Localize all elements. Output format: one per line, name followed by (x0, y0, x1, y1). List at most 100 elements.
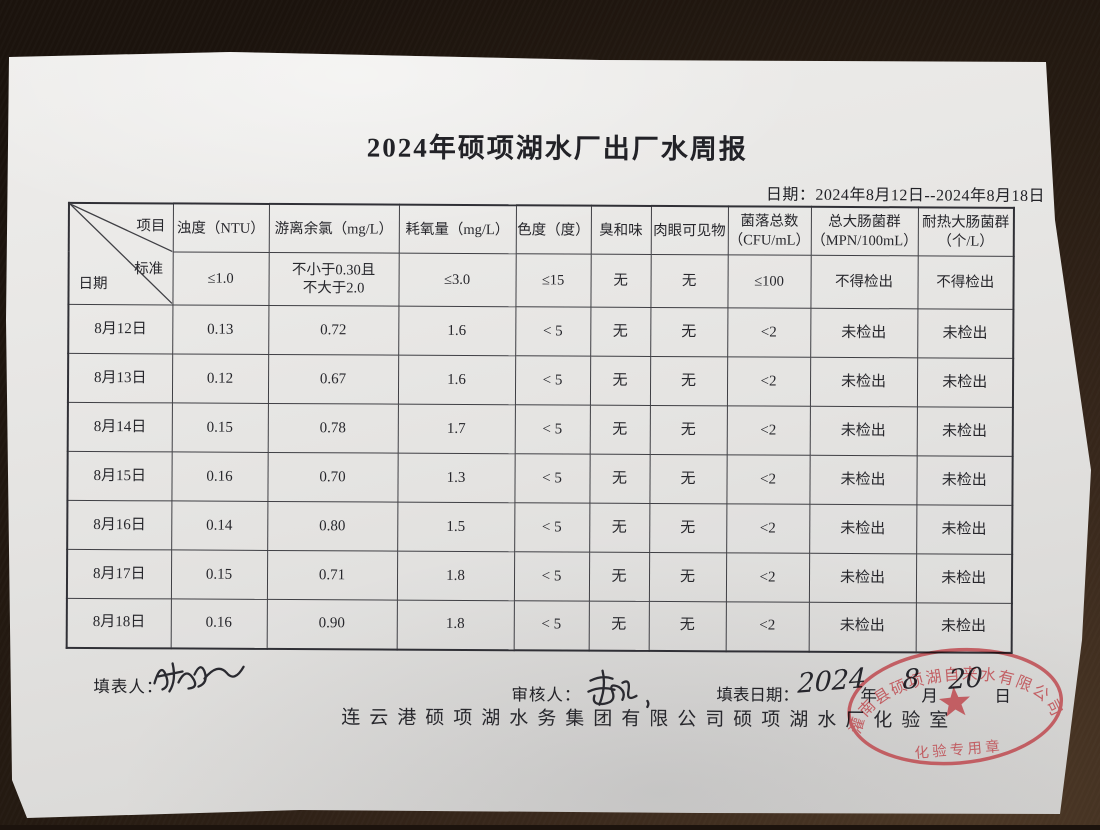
table-cell: 无 (590, 307, 650, 356)
standard-value: ≤15 (516, 271, 590, 290)
table-cell: 1.5 (397, 502, 514, 552)
table-cell: < 5 (514, 503, 589, 552)
table-cell: 无 (650, 405, 727, 454)
column-header: 浊度（NTU） (173, 203, 269, 252)
column-label: 臭和味 (591, 221, 650, 239)
table-cell: 1.6 (398, 306, 515, 356)
column-label: 耗氧量（mg/L） (399, 220, 515, 239)
table-cell: 未检出 (810, 357, 917, 407)
column-header: 菌落总数（CFU/mL） (728, 206, 811, 255)
column-header: 色度（度） (516, 205, 591, 254)
standard-value: ≤100 (728, 272, 810, 291)
standard-cell: 不小于0.30且不大于2.0 (268, 253, 398, 306)
table-cell: 未检出 (917, 407, 1013, 457)
standard-cell: ≤3.0 (398, 253, 515, 306)
table-cell: 1.7 (398, 404, 515, 454)
standard-cell: 无 (650, 255, 727, 308)
column-header: 臭和味 (591, 206, 651, 255)
column-header: 肉眼可见物 (651, 206, 728, 255)
table-row: 8月16日 0.14 0.80 1.5 < 5 无 无 <2 未检出 未检出 (67, 500, 1012, 554)
standard-cell: ≤15 (515, 254, 590, 307)
row-date: 8月15日 (67, 451, 171, 501)
table-row: 8月12日 0.13 0.72 1.6 < 5 无 无 <2 未检出 未检出 (68, 304, 1013, 358)
table-cell: 未检出 (809, 602, 916, 652)
table-cell: 未检出 (916, 456, 1012, 506)
table-cell: 未检出 (809, 504, 916, 554)
table-cell: 0.90 (267, 599, 397, 649)
table-cell: 未检出 (916, 554, 1012, 604)
standard-cell: ≤1.0 (172, 252, 268, 305)
lab-seal-stamp: 灌南县硕项湖自来水有限公司 化验专用章 (835, 633, 1075, 783)
table-cell: < 5 (515, 307, 590, 356)
column-label: 浊度（NTU） (173, 219, 268, 238)
table-cell: <2 (726, 504, 809, 553)
column-label: 色度（度） (516, 221, 590, 240)
row-date: 8月16日 (67, 500, 171, 550)
standards-row: ≤1.0 不小于0.30且不大于2.0 ≤3.0 ≤15 无 无 ≤100 不得… (68, 252, 1013, 310)
table-row: 8月14日 0.15 0.78 1.7 < 5 无 无 <2 未检出 未检出 (68, 402, 1013, 456)
table-cell: 无 (589, 503, 649, 552)
column-unit: （CFU/mL） (728, 231, 810, 250)
column-label: 游离余氯（mg/L） (269, 219, 398, 238)
table-cell: 0.15 (171, 550, 267, 600)
corner-header-cell: 项目 标准 日期 (68, 203, 173, 305)
table-cell: 0.15 (172, 403, 268, 453)
table-cell: 0.80 (267, 501, 397, 551)
standard-value: 无 (591, 272, 650, 290)
table-cell: 无 (590, 356, 650, 405)
table-cell: 0.70 (267, 452, 397, 502)
corner-date-label: 日期 (79, 275, 108, 293)
table-cell: 无 (589, 601, 649, 650)
table-cell: 0.13 (172, 305, 268, 355)
standard-cell: 不得检出 (810, 255, 917, 308)
table-cell: <2 (726, 602, 809, 651)
table-cell: 无 (589, 552, 649, 601)
table-cell: 无 (649, 601, 726, 650)
preparer-signature (147, 653, 247, 702)
table-cell: 无 (590, 405, 650, 454)
table-cell: 无 (649, 454, 726, 503)
standard-cell: 无 (590, 254, 650, 307)
standard-value: ≤3.0 (399, 271, 515, 290)
column-header: 耗氧量（mg/L） (399, 205, 516, 254)
column-label: 耐热大肠菌群 (918, 214, 1013, 233)
row-date: 8月18日 (67, 598, 171, 648)
table-row: 8月18日 0.16 0.90 1.8 < 5 无 无 <2 未检出 未检出 (67, 598, 1012, 652)
report-date-range: 日期：2024年8月12日--2024年8月18日 (700, 180, 1045, 206)
table-cell: <2 (726, 553, 809, 602)
column-label: 总大肠菌群 (811, 213, 917, 232)
table-cell: 无 (650, 356, 727, 405)
standard-value: 不得检出 (918, 273, 1013, 292)
standard-cell: ≤100 (727, 255, 810, 308)
column-label: 菌落总数 (728, 213, 810, 232)
table-cell: 无 (589, 454, 649, 503)
table-cell: 未检出 (809, 455, 916, 505)
column-header: 游离余氯（mg/L） (269, 204, 399, 253)
table-cell: < 5 (515, 356, 590, 405)
table-cell: 未检出 (917, 358, 1013, 408)
row-date: 8月13日 (68, 353, 172, 403)
table-cell: 0.16 (171, 599, 267, 649)
table-cell: < 5 (514, 552, 589, 601)
table-cell: <2 (727, 308, 810, 357)
table-cell: <2 (727, 357, 810, 406)
table-cell: 未检出 (916, 505, 1012, 555)
table-cell: 0.72 (268, 305, 398, 355)
table-cell: <2 (727, 406, 810, 455)
table-cell: < 5 (514, 454, 589, 503)
standard-cell: 不得检出 (917, 256, 1013, 309)
table-cell: 未检出 (917, 309, 1013, 359)
table-cell: 0.12 (172, 354, 268, 404)
table-cell: 0.78 (268, 403, 398, 453)
standard-value: ≤1.0 (173, 269, 268, 288)
table-row: 8月13日 0.12 0.67 1.6 < 5 无 无 <2 未检出 未检出 (68, 353, 1013, 407)
table-cell: < 5 (514, 601, 589, 650)
report-title: 2024年硕项湖水厂出厂水周报 (307, 125, 807, 167)
table-cell: 0.71 (267, 550, 397, 600)
row-date: 8月17日 (67, 549, 171, 599)
column-header: 耐热大肠菌群（个/L） (918, 207, 1014, 256)
table-cell: 未检出 (810, 308, 917, 358)
reviewer-label: 审核人： (511, 681, 581, 705)
